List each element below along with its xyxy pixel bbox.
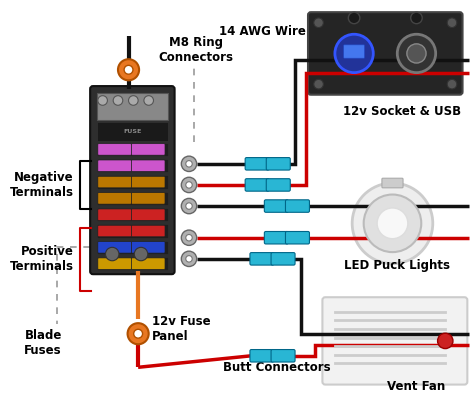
FancyBboxPatch shape [131,160,165,172]
Bar [97,93,168,120]
Text: 12v Socket & USB: 12v Socket & USB [343,105,461,118]
Text: Positive
Terminals: Positive Terminals [10,245,74,273]
Circle shape [182,156,197,172]
FancyBboxPatch shape [131,258,165,269]
FancyBboxPatch shape [382,178,403,188]
Circle shape [186,235,192,241]
FancyBboxPatch shape [285,231,310,244]
Circle shape [447,79,457,89]
FancyBboxPatch shape [285,200,310,212]
Circle shape [124,65,133,74]
Bar [97,257,168,270]
FancyBboxPatch shape [322,297,467,384]
Circle shape [377,208,408,239]
FancyBboxPatch shape [250,349,274,362]
Circle shape [113,96,123,105]
Circle shape [364,195,421,252]
Circle shape [182,230,197,245]
Bar [97,159,168,172]
FancyBboxPatch shape [131,193,165,204]
Bar [97,122,168,141]
Circle shape [118,59,139,80]
Circle shape [335,34,374,73]
Bar [97,175,168,189]
FancyBboxPatch shape [98,241,131,253]
FancyBboxPatch shape [131,209,165,220]
FancyBboxPatch shape [250,253,274,265]
FancyBboxPatch shape [266,179,290,191]
Text: FUSE: FUSE [123,129,142,134]
Circle shape [106,247,119,261]
FancyBboxPatch shape [245,179,269,191]
Bar [97,241,168,254]
Circle shape [314,79,323,89]
Text: Vent Fan: Vent Fan [387,380,446,393]
Circle shape [144,96,154,105]
Circle shape [410,12,422,24]
FancyBboxPatch shape [344,45,365,58]
Text: 14 AWG Wire: 14 AWG Wire [219,25,306,37]
FancyBboxPatch shape [131,143,165,155]
Bar [97,192,168,205]
Bar [97,224,168,238]
Circle shape [186,161,192,167]
FancyBboxPatch shape [131,225,165,237]
Circle shape [397,34,436,73]
Circle shape [128,96,138,105]
Circle shape [182,177,197,193]
FancyBboxPatch shape [308,12,463,95]
FancyBboxPatch shape [131,241,165,253]
Circle shape [438,333,453,349]
Circle shape [186,182,192,188]
Circle shape [134,329,143,338]
Bar [97,143,168,156]
FancyBboxPatch shape [271,349,295,362]
Text: 12v Fuse
Panel: 12v Fuse Panel [152,315,210,343]
Circle shape [348,12,360,24]
FancyBboxPatch shape [98,193,131,204]
Circle shape [182,251,197,266]
FancyBboxPatch shape [90,86,174,274]
Bar [97,208,168,221]
Circle shape [447,18,457,27]
Text: LED Puck Lights: LED Puck Lights [344,259,450,272]
FancyBboxPatch shape [98,160,131,172]
Circle shape [186,256,192,262]
FancyBboxPatch shape [266,158,290,170]
FancyBboxPatch shape [264,231,288,244]
Circle shape [407,44,426,63]
FancyBboxPatch shape [131,176,165,188]
Circle shape [128,323,149,344]
Text: M8 Ring
Connectors: M8 Ring Connectors [158,36,233,64]
Circle shape [182,198,197,214]
FancyBboxPatch shape [98,209,131,220]
Circle shape [134,247,148,261]
FancyBboxPatch shape [98,143,131,155]
Circle shape [314,18,323,27]
FancyBboxPatch shape [98,258,131,269]
Text: Butt Connectors: Butt Connectors [223,361,331,374]
FancyBboxPatch shape [245,158,269,170]
Circle shape [352,183,433,264]
FancyBboxPatch shape [98,176,131,188]
Circle shape [98,96,108,105]
FancyBboxPatch shape [271,253,295,265]
Text: Negative
Terminals: Negative Terminals [10,171,74,199]
FancyBboxPatch shape [264,200,288,212]
FancyBboxPatch shape [98,225,131,237]
Circle shape [186,203,192,209]
Text: Blade
Fuses: Blade Fuses [24,329,62,357]
